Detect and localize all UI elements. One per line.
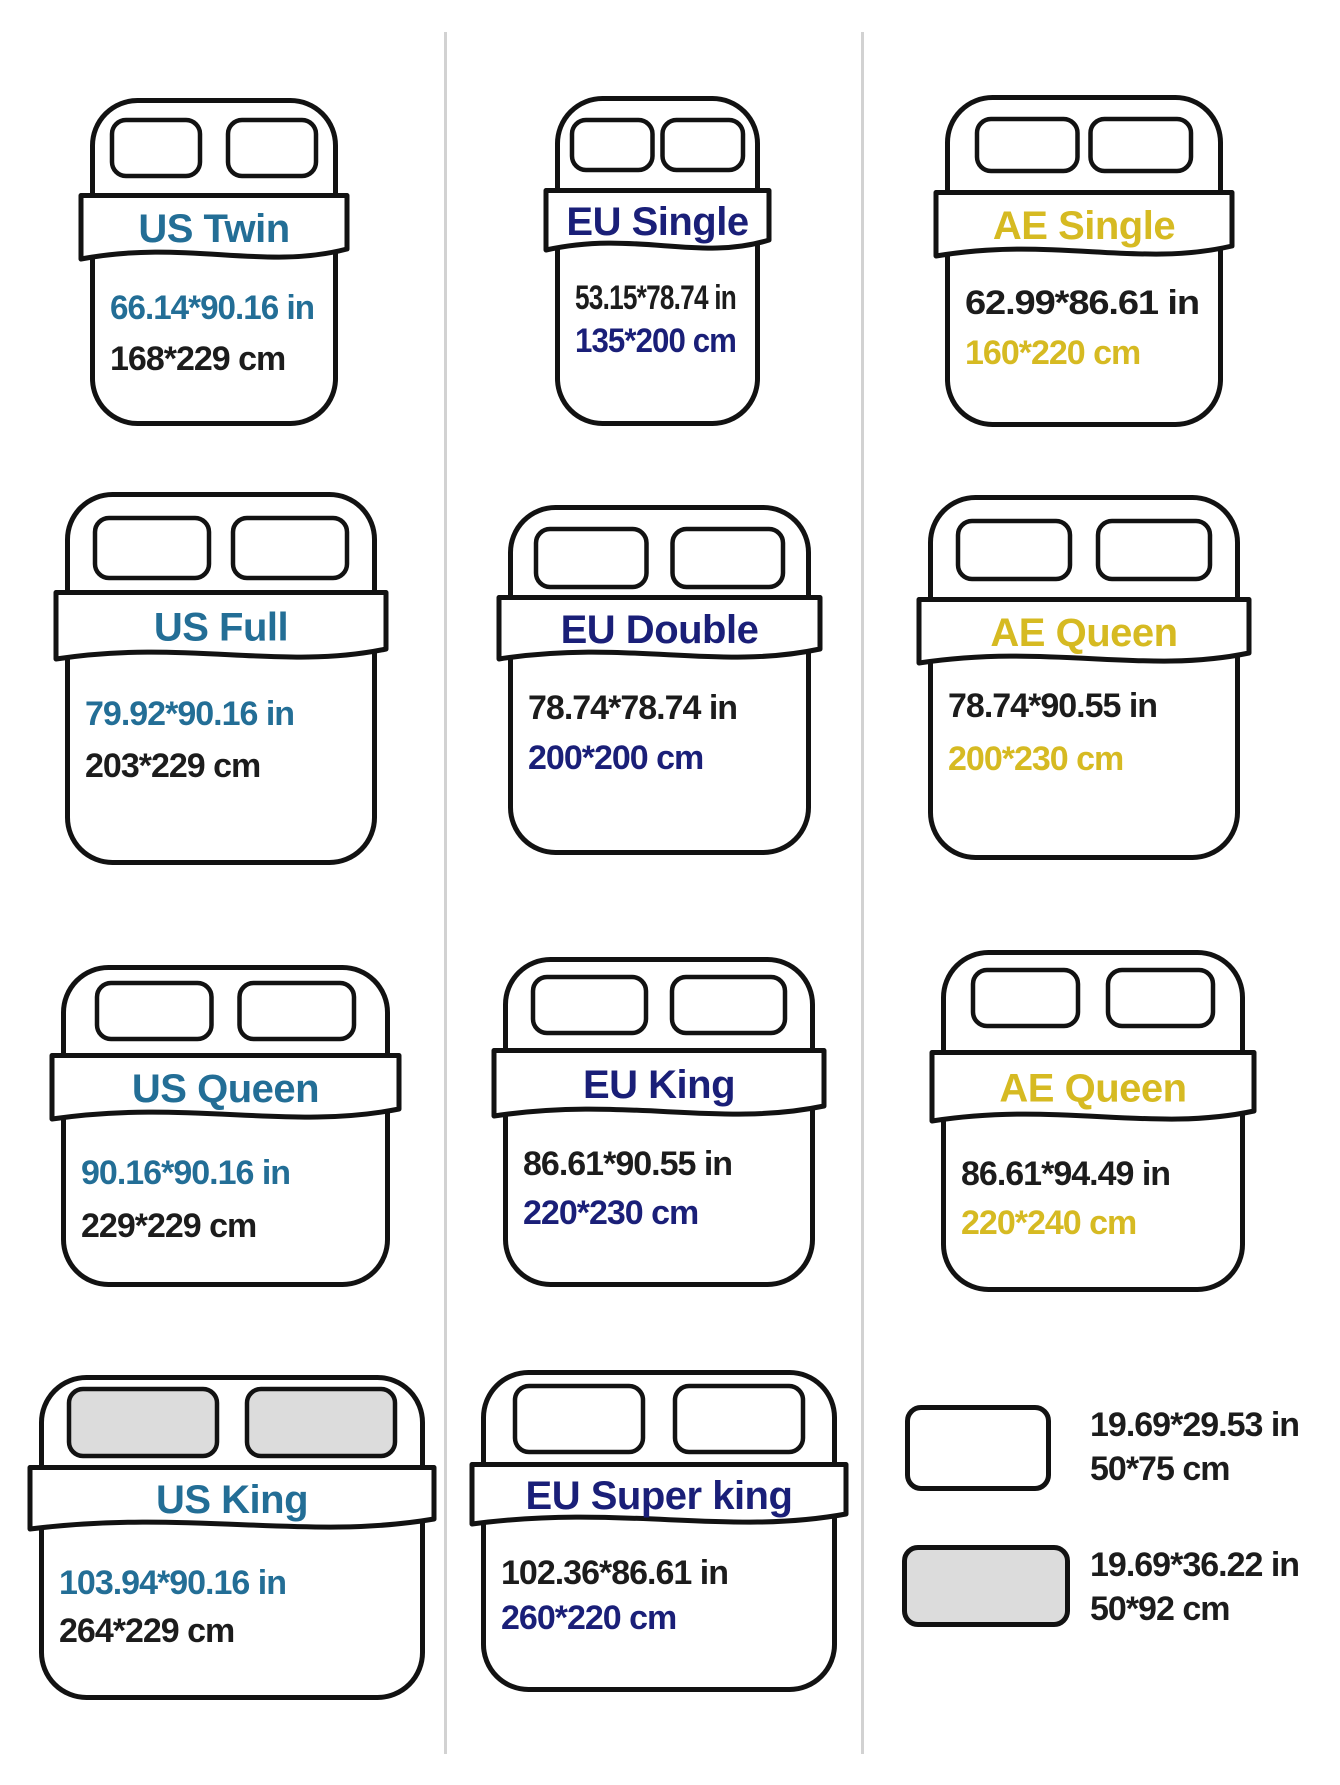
bed-size-inches: 66.14*90.16 in bbox=[110, 289, 314, 327]
bed-name-banner bbox=[916, 597, 1252, 666]
bed-size-inches: 86.61*94.49 in bbox=[961, 1155, 1170, 1193]
bed-size-inches: 78.74*78.74 in bbox=[528, 689, 737, 727]
bed-outline bbox=[90, 98, 338, 426]
bed-title: AE Queen bbox=[999, 1067, 1186, 1111]
bed-size-cm: 220*230 cm bbox=[523, 1194, 698, 1232]
column-divider-left bbox=[444, 32, 447, 1754]
bed-size-cm: 200*230 cm bbox=[948, 740, 1123, 778]
bed-name-banner bbox=[491, 1048, 827, 1119]
bed-0-us-twin: US Twin 66.14*90.16 in 168*229 cm bbox=[78, 98, 350, 426]
bed-5-ae-queen: AE Queen 78.74*90.55 in 200*230 cm bbox=[916, 495, 1252, 860]
bed-size-inches: 62.99*86.61 in bbox=[965, 284, 1199, 322]
pillow-right bbox=[1088, 116, 1194, 174]
bed-name-banner bbox=[933, 190, 1235, 259]
large-pillow-size: 19.69*36.22 in 50*92 cm bbox=[1090, 1543, 1300, 1631]
pillow-left bbox=[970, 967, 1081, 1029]
bed-name-banner bbox=[929, 1050, 1257, 1124]
pillow-left bbox=[569, 117, 655, 173]
bed-title: EU Single bbox=[566, 200, 748, 244]
pillow-left bbox=[92, 515, 212, 581]
bed-size-cm: 168*229 cm bbox=[110, 340, 285, 378]
pillow-left bbox=[530, 974, 649, 1036]
bed-size-inches: 102.36*86.61 in bbox=[501, 1554, 728, 1592]
bed-title: EU Double bbox=[561, 608, 759, 652]
pillow-right bbox=[672, 1383, 806, 1455]
bed-size-inches: 53.15*78.74 in bbox=[575, 279, 736, 317]
bed-size-cm: 264*229 cm bbox=[59, 1612, 234, 1650]
pillow-right bbox=[225, 117, 319, 179]
pillow-left bbox=[66, 1386, 220, 1459]
bed-8-ae-queen: AE Queen 86.61*94.49 in 220*240 cm bbox=[929, 950, 1257, 1292]
bed-outline bbox=[61, 965, 390, 1287]
bed-title: US Queen bbox=[132, 1067, 319, 1111]
bed-title: AE Single bbox=[993, 204, 1175, 248]
bed-size-inches: 103.94*90.16 in bbox=[59, 1564, 286, 1602]
bed-1-eu-single: EU Single 53.15*78.74 in 135*200 cm bbox=[543, 96, 772, 426]
pillow-size-inches: 19.69*29.53 in bbox=[1090, 1406, 1300, 1444]
bed-outline bbox=[65, 492, 377, 865]
bed-title: AE Queen bbox=[990, 611, 1177, 655]
bed-size-inches: 78.74*90.55 in bbox=[948, 687, 1157, 725]
bed-4-eu-double: EU Double 78.74*78.74 in 200*200 cm bbox=[496, 505, 823, 855]
bed-name-banner bbox=[469, 1462, 849, 1527]
bed-size-cm: 229*229 cm bbox=[81, 1207, 256, 1245]
bed-size-inches: 86.61*90.55 in bbox=[523, 1145, 732, 1183]
pillow-left bbox=[955, 518, 1073, 582]
bed-name-banner bbox=[49, 1053, 402, 1122]
pillow-right bbox=[669, 974, 788, 1036]
bed-outline bbox=[945, 95, 1223, 427]
bed-title: US King bbox=[156, 1478, 308, 1522]
bed-size-cm: 220*240 cm bbox=[961, 1204, 1136, 1242]
bed-title: EU King bbox=[583, 1063, 735, 1107]
bed-outline bbox=[503, 957, 815, 1287]
pillow-left bbox=[512, 1383, 646, 1455]
large-pillow-swatch bbox=[902, 1545, 1070, 1627]
pillow-right bbox=[1105, 967, 1216, 1029]
pillow-right bbox=[660, 117, 746, 173]
pillow-left bbox=[94, 980, 214, 1042]
bed-outline bbox=[555, 96, 760, 426]
pillow-left bbox=[533, 526, 649, 590]
bed-size-inches: 79.92*90.16 in bbox=[85, 695, 294, 733]
standard-pillow-size: 19.69*29.53 in 50*75 cm bbox=[1090, 1403, 1300, 1491]
pillow-right bbox=[230, 515, 350, 581]
bed-3-us-full: US Full 79.92*90.16 in 203*229 cm bbox=[53, 492, 389, 865]
column-divider-right bbox=[861, 32, 864, 1754]
bed-size-cm: 200*200 cm bbox=[528, 739, 703, 777]
pillow-left bbox=[974, 116, 1080, 174]
standard-pillow-swatch bbox=[905, 1405, 1051, 1491]
bed-7-eu-king: EU King 86.61*90.55 in 220*230 cm bbox=[491, 957, 827, 1287]
bed-size-cm: 160*220 cm bbox=[965, 334, 1140, 372]
bed-10-eu-super-king: EU Super king 102.36*86.61 in 260*220 cm bbox=[469, 1370, 849, 1692]
bed-name-banner bbox=[78, 193, 350, 262]
bed-name-banner bbox=[496, 595, 823, 662]
bed-size-cm: 260*220 cm bbox=[501, 1599, 676, 1637]
bed-9-us-king: US King 103.94*90.16 in 264*229 cm bbox=[27, 1375, 437, 1700]
pillow-right bbox=[237, 980, 357, 1042]
bed-outline bbox=[928, 495, 1240, 860]
pillow-size-cm: 50*75 cm bbox=[1090, 1450, 1230, 1488]
pillow-right bbox=[244, 1386, 398, 1459]
pillow-size-inches: 19.69*36.22 in bbox=[1090, 1546, 1300, 1584]
bed-6-us-queen: US Queen 90.16*90.16 in 229*229 cm bbox=[49, 965, 402, 1287]
bed-name-banner bbox=[543, 188, 772, 253]
pillow-left bbox=[109, 117, 203, 179]
bed-title: EU Super king bbox=[526, 1474, 793, 1518]
pillow-right bbox=[670, 526, 786, 590]
pillow-size-cm: 50*92 cm bbox=[1090, 1590, 1230, 1628]
bed-title: US Full bbox=[154, 606, 288, 650]
bed-size-cm: 203*229 cm bbox=[85, 747, 260, 785]
bed-name-banner bbox=[53, 590, 389, 662]
bed-size-cm: 135*200 cm bbox=[575, 322, 736, 360]
bed-2-ae-single: AE Single 62.99*86.61 in 160*220 cm bbox=[933, 95, 1235, 427]
bed-size-inches: 90.16*90.16 in bbox=[81, 1154, 290, 1192]
bed-outline bbox=[508, 505, 811, 855]
pillow-right bbox=[1095, 518, 1213, 582]
bed-name-banner bbox=[27, 1465, 437, 1532]
bed-title: US Twin bbox=[138, 207, 289, 251]
